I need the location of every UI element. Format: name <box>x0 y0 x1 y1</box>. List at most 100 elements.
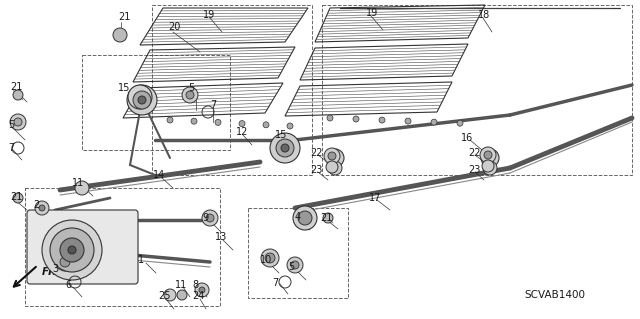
Circle shape <box>177 290 187 300</box>
Text: FR.: FR. <box>42 267 61 277</box>
Text: SCVAB1400: SCVAB1400 <box>525 290 586 300</box>
Text: 1: 1 <box>138 255 144 265</box>
Circle shape <box>480 147 496 163</box>
Circle shape <box>481 149 499 167</box>
Circle shape <box>202 210 218 226</box>
Circle shape <box>482 160 494 172</box>
Circle shape <box>68 246 76 254</box>
Circle shape <box>328 152 336 160</box>
Text: 15: 15 <box>275 130 287 140</box>
Circle shape <box>293 206 317 230</box>
Text: 7: 7 <box>272 278 278 288</box>
Circle shape <box>13 90 23 100</box>
Text: 5: 5 <box>288 262 294 272</box>
Text: 23: 23 <box>468 165 481 175</box>
Text: 17: 17 <box>369 193 381 203</box>
Text: 23: 23 <box>310 165 323 175</box>
Text: 4: 4 <box>295 212 301 222</box>
Circle shape <box>291 261 299 269</box>
Text: 24: 24 <box>192 291 204 301</box>
Bar <box>25 188 220 306</box>
Circle shape <box>326 149 344 167</box>
Circle shape <box>191 118 197 124</box>
Text: 25: 25 <box>158 291 170 301</box>
Circle shape <box>261 249 279 267</box>
Text: 6: 6 <box>65 280 71 290</box>
Text: 5: 5 <box>188 83 195 93</box>
Text: 11: 11 <box>175 280 188 290</box>
Text: 7: 7 <box>8 143 14 153</box>
Text: 21: 21 <box>118 12 131 22</box>
Text: 2: 2 <box>33 200 39 210</box>
Circle shape <box>60 257 70 267</box>
Text: 14: 14 <box>153 170 165 180</box>
Circle shape <box>13 193 23 203</box>
Circle shape <box>39 205 45 211</box>
Circle shape <box>138 96 146 104</box>
Circle shape <box>457 120 463 126</box>
Text: 22: 22 <box>310 148 323 158</box>
Circle shape <box>14 118 22 126</box>
Circle shape <box>128 85 152 109</box>
Circle shape <box>324 148 340 164</box>
Circle shape <box>265 253 275 263</box>
Text: 21: 21 <box>10 82 22 92</box>
Circle shape <box>276 139 294 157</box>
Circle shape <box>35 201 49 215</box>
Circle shape <box>323 213 333 223</box>
Text: 7: 7 <box>210 100 216 110</box>
Circle shape <box>164 289 176 301</box>
Circle shape <box>113 28 127 42</box>
Circle shape <box>379 117 385 123</box>
Text: 12: 12 <box>236 127 248 137</box>
Circle shape <box>182 87 198 103</box>
Text: 11: 11 <box>72 178 84 188</box>
Circle shape <box>195 283 209 297</box>
Text: 15: 15 <box>118 83 131 93</box>
Text: 18: 18 <box>478 10 490 20</box>
Circle shape <box>60 238 84 262</box>
Text: 19: 19 <box>203 10 215 20</box>
Text: 16: 16 <box>461 133 473 143</box>
Circle shape <box>287 257 303 273</box>
Circle shape <box>56 253 74 271</box>
Text: 19: 19 <box>366 8 378 18</box>
Circle shape <box>75 181 89 195</box>
Bar <box>248 208 348 298</box>
Text: 13: 13 <box>215 232 227 242</box>
Circle shape <box>239 121 245 127</box>
Circle shape <box>270 133 300 163</box>
Circle shape <box>133 91 151 109</box>
Circle shape <box>405 118 411 124</box>
Bar <box>82 55 230 150</box>
Text: 9: 9 <box>202 213 208 223</box>
Text: 22: 22 <box>468 148 481 158</box>
FancyBboxPatch shape <box>27 210 138 284</box>
Circle shape <box>298 211 312 225</box>
Circle shape <box>263 122 269 128</box>
Circle shape <box>431 119 437 125</box>
Text: 3: 3 <box>52 264 58 274</box>
Circle shape <box>50 228 94 272</box>
Circle shape <box>42 220 102 280</box>
Circle shape <box>10 114 26 130</box>
Circle shape <box>353 116 359 122</box>
Circle shape <box>186 91 194 99</box>
Circle shape <box>483 161 497 175</box>
Circle shape <box>287 123 293 129</box>
Circle shape <box>215 119 221 125</box>
Text: 5: 5 <box>8 120 14 130</box>
Circle shape <box>326 161 338 173</box>
Circle shape <box>206 214 214 222</box>
Text: 10: 10 <box>260 255 272 265</box>
Circle shape <box>484 151 492 159</box>
Text: 8: 8 <box>192 280 198 290</box>
Circle shape <box>199 287 205 293</box>
Circle shape <box>167 117 173 123</box>
Text: 20: 20 <box>168 22 180 32</box>
Circle shape <box>328 161 342 175</box>
Text: 21: 21 <box>10 192 22 202</box>
Circle shape <box>127 85 157 115</box>
Circle shape <box>327 115 333 121</box>
Text: 21: 21 <box>320 213 332 223</box>
